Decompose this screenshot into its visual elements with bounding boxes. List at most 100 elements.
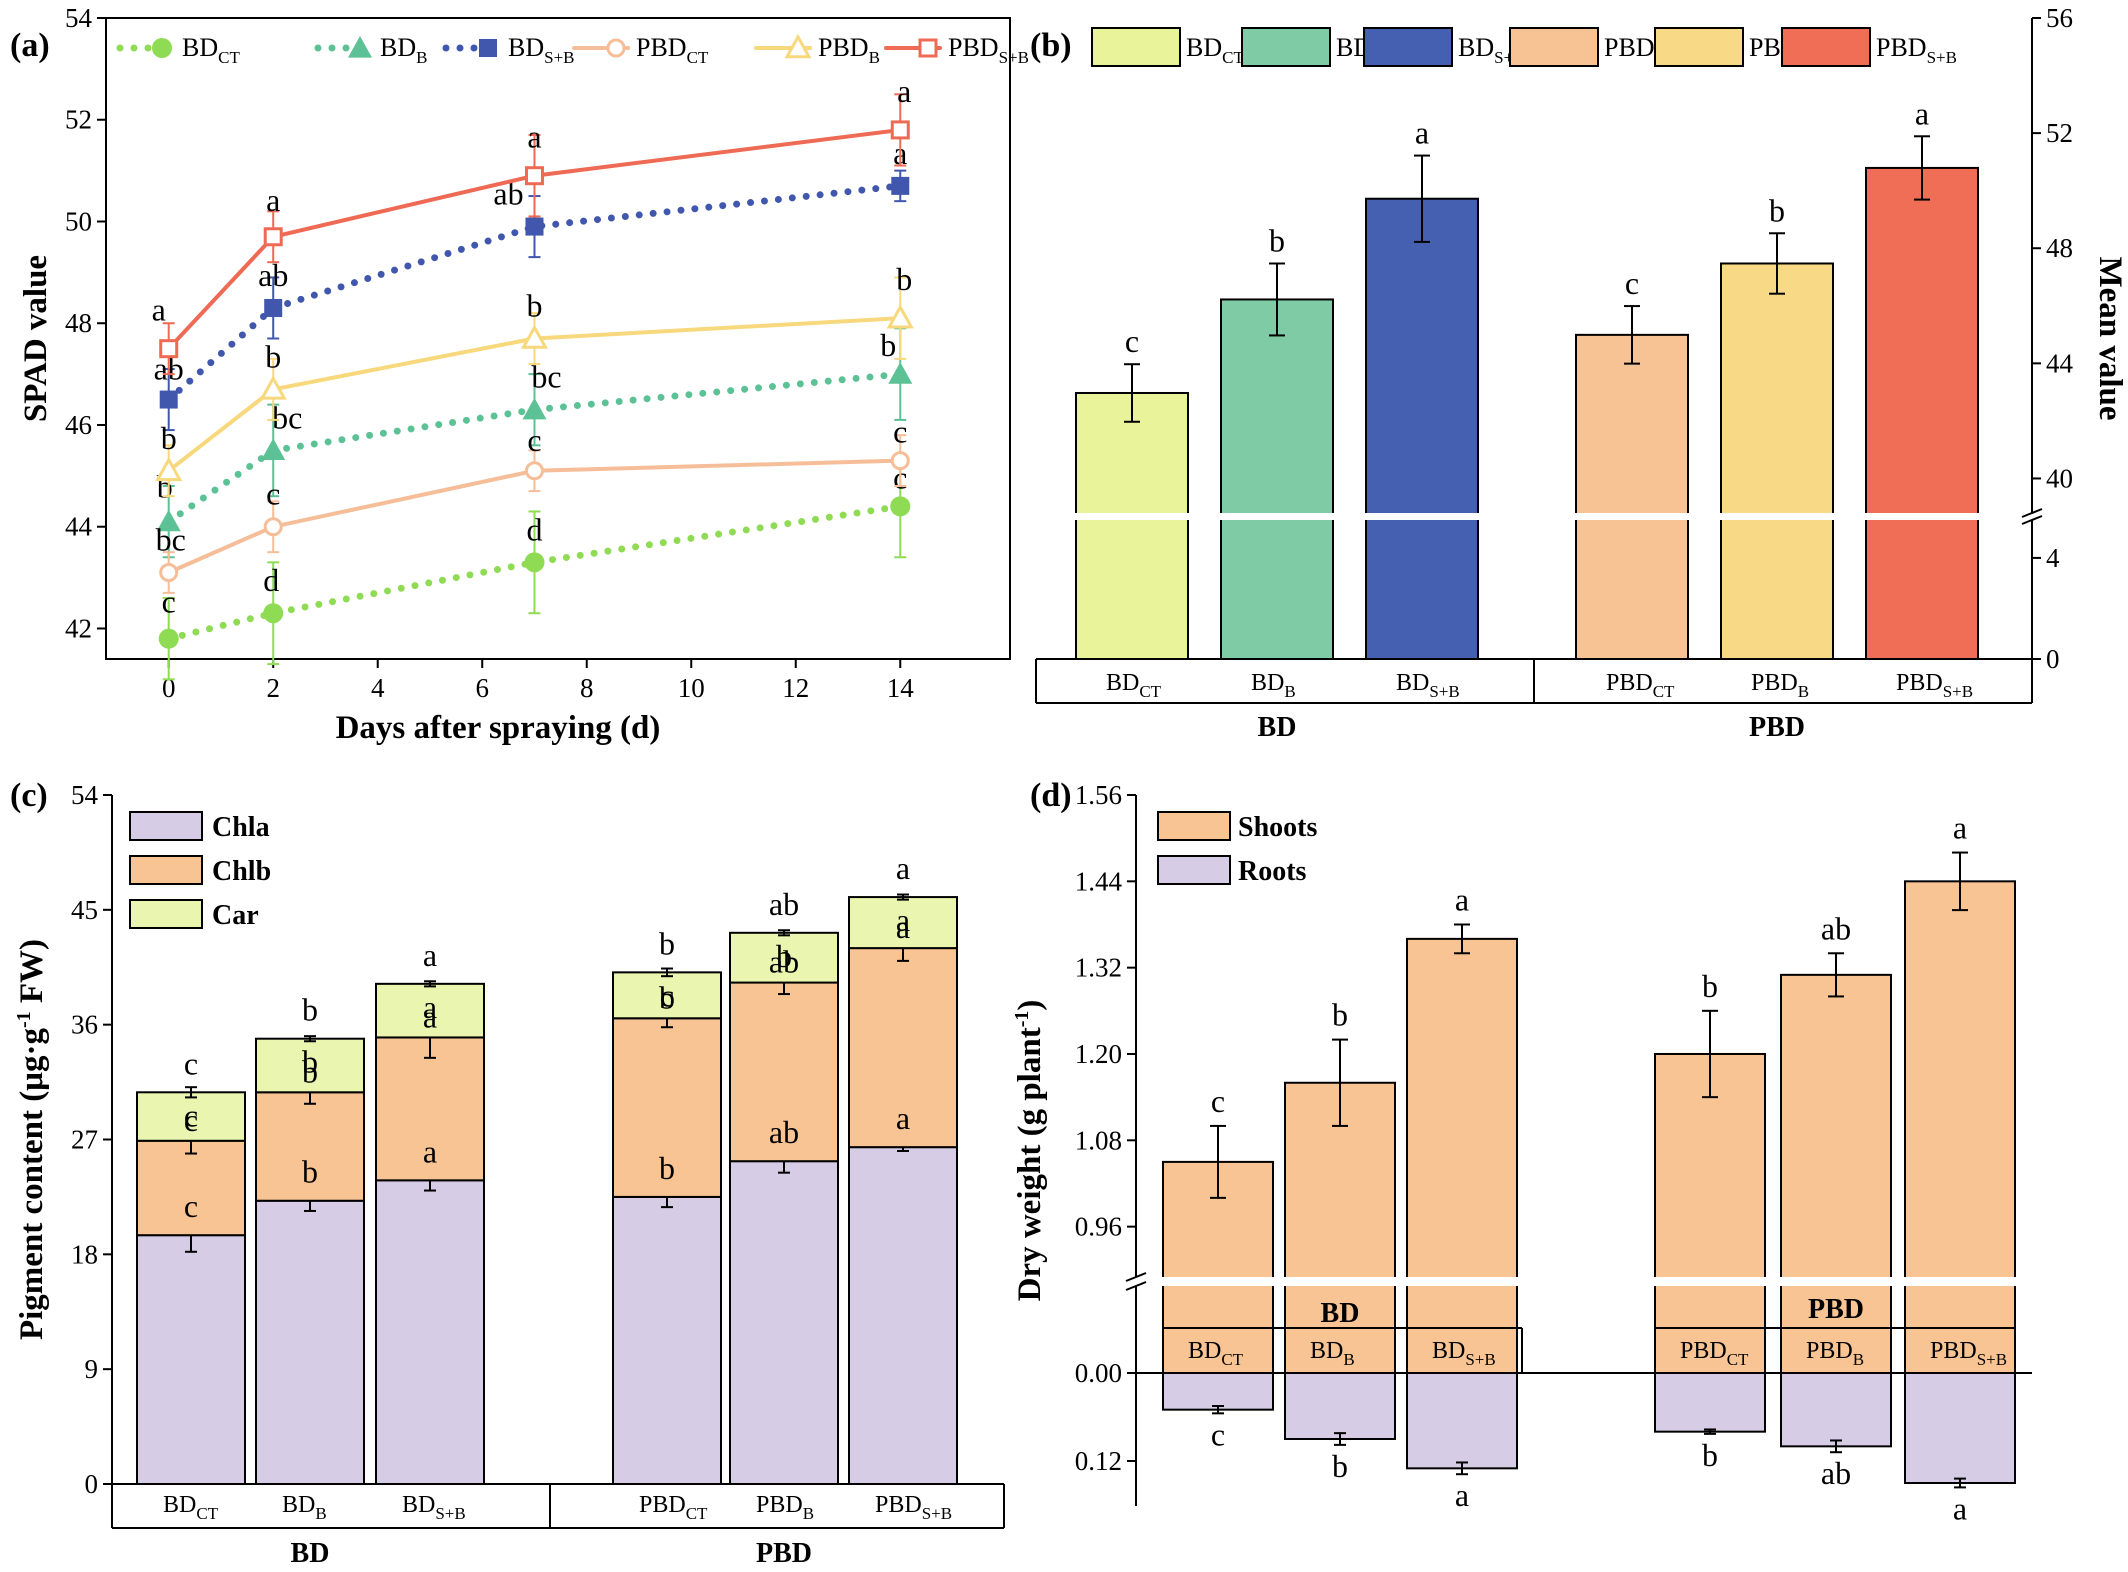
x-tick-label: 12 (782, 673, 809, 703)
sig-letter-car: b (776, 938, 792, 974)
legend-swatch-Chlb (129, 855, 203, 885)
y-tick-label: 42 (65, 613, 92, 643)
data-point-BD_B (156, 509, 181, 532)
category-label-PBD_SB: PBDS+B (1930, 1338, 2007, 1369)
y-tick-label: 54 (71, 780, 99, 810)
sig-letter-car: a (896, 902, 910, 938)
sig-letter-chlb: a (896, 909, 910, 945)
legend-swatch-Chla (129, 811, 203, 841)
data-point-PBD_CT (159, 563, 179, 583)
sig-letter-shoots: a (1455, 881, 1469, 917)
sig-letter-chla: b (659, 1150, 675, 1186)
y-tick-label: 1.20 (1075, 1039, 1122, 1069)
series-line-BD_SB (165, 182, 904, 404)
data-point-PBD_SB (890, 120, 910, 140)
y-tick-label: 44 (65, 512, 93, 542)
data-point-PBD_CT (263, 517, 283, 537)
bar-segment-Chlb-BD_SB (375, 1036, 485, 1182)
y-tick-label: 9 (85, 1354, 99, 1384)
data-point-PBD_B (259, 375, 287, 400)
y-tick-label: 44 (2046, 348, 2074, 378)
sig-letter-shoots: b (1332, 997, 1348, 1033)
y-tick-label: 56 (2046, 3, 2073, 33)
axis-break-mark (2021, 515, 2043, 525)
sig-letter-PBD_SB: a (1915, 95, 1929, 131)
y-tick-label: 0.96 (1075, 1212, 1122, 1242)
sig-letter-roots: a (1455, 1477, 1469, 1513)
sig-letter-shoots: a (1953, 810, 1967, 846)
legend-label-PBD_CT: PBDCT (636, 33, 709, 67)
series-line-BD_CT (165, 502, 904, 643)
legend-marker-BD_SB (479, 39, 497, 57)
category-label-BD_B: BDB (1310, 1338, 1355, 1369)
bar-roots-BD_SB (1406, 1372, 1518, 1470)
sig-letter-chlb: b (659, 979, 675, 1015)
sig-letter-roots: b (1702, 1437, 1718, 1473)
x-tick-label: 0 (162, 673, 176, 703)
data-point-BD_SB (891, 176, 910, 195)
bar-segment-Chlb-PBD_B (729, 981, 839, 1163)
sig-letter-PBD_B: b (896, 261, 912, 297)
sig-letter-BD_CT: d (526, 511, 542, 547)
bar-roots-BD_B (1284, 1372, 1396, 1440)
data-point-BD_SB (159, 390, 178, 409)
sig-letter-PBD_SB: a (897, 73, 911, 109)
legend-marker-BD_B (348, 36, 372, 58)
legend-label-Shoots: Shoots (1238, 812, 1317, 843)
y-tick-label: 1.08 (1075, 1125, 1122, 1155)
legend-swatch-PBD_B (1654, 27, 1744, 67)
data-point-PBD_CT (524, 461, 544, 481)
bar-segment-Car-BD_CT (136, 1091, 246, 1142)
axis-break (1124, 1277, 2032, 1286)
y-tick-label: 0.00 (1075, 1358, 1122, 1388)
y-axis-label: SPAD value (18, 255, 54, 422)
sig-letter-car: c (660, 977, 674, 1013)
bar-segment-Chla-BD_B (255, 1199, 365, 1485)
y-tick-label: 52 (65, 105, 92, 135)
group-label-BD: BD (1321, 1298, 1360, 1329)
bar-BD_B (1220, 298, 1334, 660)
bar-shoots-PBD_CT (1654, 1052, 1766, 1375)
legend-swatch-Shoots (1157, 811, 1231, 841)
y-axis-label: Mean value (2092, 256, 2128, 420)
x-tick-label: 4 (371, 673, 385, 703)
legend-label-PBD_B: PBDB (818, 33, 880, 67)
data-point-PBD_B (520, 324, 549, 349)
legend-swatch-BD_B (1241, 27, 1331, 67)
category-label-BD_CT: BDCT (1188, 1338, 1244, 1369)
legend-marker-PBD_B (784, 33, 812, 59)
y-tick-label: 0 (2046, 644, 2060, 674)
x-tick-label: 6 (475, 673, 489, 703)
series-line-PBD_B (166, 316, 903, 473)
sig-letter-PBD_SB: a (527, 119, 541, 155)
data-point-PBD_CT (890, 451, 910, 471)
data-point-BD_B (261, 438, 286, 461)
y-tick-label: 48 (2046, 233, 2073, 263)
y-tick-label: 48 (65, 308, 92, 338)
data-point-BD_CT (890, 496, 911, 517)
bar-segment-Car-BD_B (255, 1037, 365, 1094)
category-label-BD_SB: BDS+B (1396, 670, 1460, 701)
y-tick-label: 0 (85, 1469, 99, 1499)
sig-letter-chla: a (423, 1133, 437, 1169)
legend-swatch-PBD_SB (1781, 27, 1871, 67)
panel-label-a: (a) (10, 27, 50, 64)
y-tick-label: 18 (71, 1239, 98, 1269)
y-tick-label: 52 (2046, 118, 2073, 148)
legend-label-PBD_SB: PBDS+B (948, 33, 1029, 67)
sig-letter-total: b (302, 992, 318, 1028)
x-tick-label: 2 (266, 673, 280, 703)
sig-letter-car: c (184, 1097, 198, 1133)
sig-letter-roots: c (1211, 1416, 1225, 1452)
category-label-PBD_B: PBDB (756, 1492, 814, 1523)
bar-segment-Chla-BD_CT (136, 1234, 246, 1486)
y-tick-label: 27 (71, 1125, 98, 1155)
category-label-BD_CT: BDCT (1106, 670, 1162, 701)
legend-swatch-BD_SB (1363, 27, 1453, 67)
group-label-PBD: PBD (1749, 712, 1805, 743)
legend-marker-BD_CT (152, 38, 172, 58)
legend-label-Chlb: Chlb (212, 856, 271, 887)
sig-letter-PBD_CT: c (266, 476, 280, 512)
sig-letter-shoots: ab (1821, 910, 1851, 946)
axis-break-mark (1125, 1281, 1147, 1291)
